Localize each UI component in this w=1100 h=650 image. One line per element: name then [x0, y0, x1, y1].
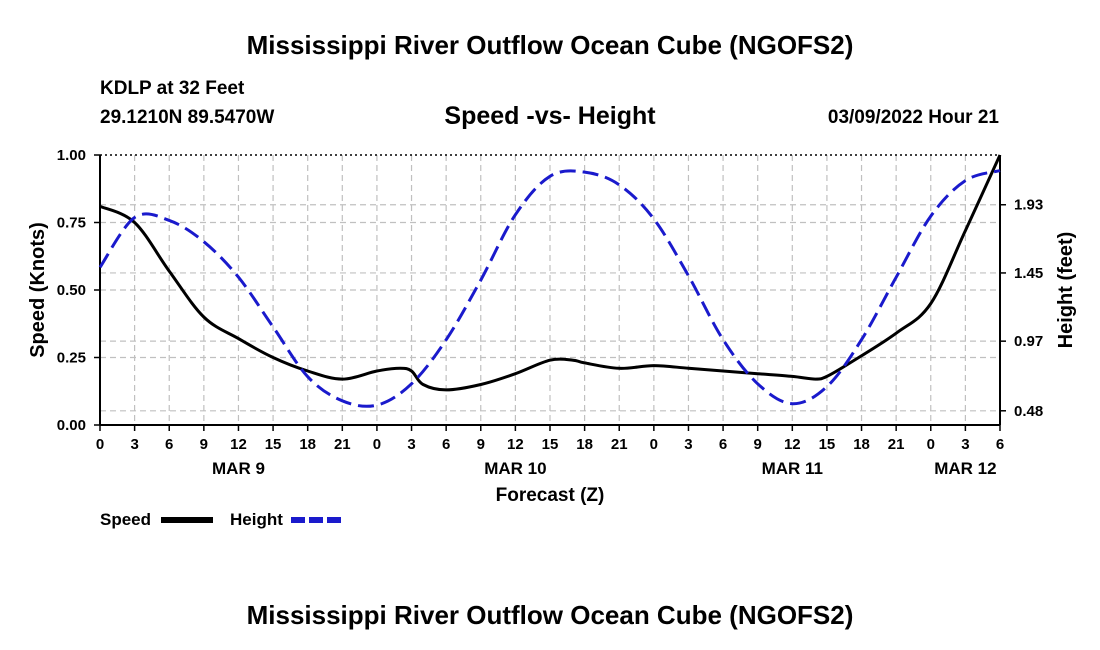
x-tick-label: 18 — [299, 436, 316, 453]
coordinates-label: 29.1210N 89.5470W — [100, 107, 275, 128]
x-tick-label: 6 — [165, 436, 173, 453]
height-series-line — [98, 169, 1001, 408]
x-tick-label: 0 — [373, 436, 381, 453]
y-axis-title: Speed (Knots) — [27, 222, 49, 358]
legend-height-label: Height — [230, 510, 283, 529]
y-tick-label: 0.50 — [57, 282, 86, 299]
x-tick-label: 0 — [96, 436, 104, 453]
y-tick-label: 0.75 — [57, 215, 86, 232]
chart-subtitle: Speed -vs- Height — [444, 102, 656, 130]
x-tick-label: 21 — [888, 436, 905, 453]
x-tick-label: 6 — [996, 436, 1004, 453]
x-tick-label: 21 — [611, 436, 628, 453]
x-tick-label: 3 — [130, 436, 138, 453]
x-tick-label: 9 — [200, 436, 208, 453]
x-tick-label: 6 — [719, 436, 727, 453]
x-tick-label: 9 — [477, 436, 485, 453]
x-tick-label: 3 — [407, 436, 415, 453]
x-tick-label: 0 — [927, 436, 935, 453]
forecast-datetime: 03/09/2022 Hour 21 — [827, 107, 999, 128]
date-label: MAR 12 — [934, 459, 996, 478]
page-title: Mississippi River Outflow Ocean Cube (NG… — [246, 30, 854, 60]
x-tick-label: 12 — [230, 436, 247, 453]
x-tick-label: 18 — [576, 436, 593, 453]
x-tick-label: 9 — [754, 436, 762, 453]
date-label: MAR 10 — [484, 459, 546, 478]
x-tick-label: 12 — [784, 436, 801, 453]
date-label: MAR 11 — [762, 459, 823, 478]
legend-speed-swatch — [161, 517, 213, 523]
x-tick-label: 21 — [334, 436, 351, 453]
y-tick-label: 0.00 — [57, 417, 86, 434]
x-tick-label: 3 — [961, 436, 969, 453]
x-tick-label: 18 — [853, 436, 870, 453]
date-label: MAR 9 — [212, 459, 265, 478]
y-right-tick-label: 0.97 — [1014, 333, 1043, 350]
legend-speed-label: Speed — [100, 510, 152, 529]
station-label: KDLP at 32 Feet — [100, 78, 245, 99]
x-tick-label: 12 — [507, 436, 524, 453]
legend-height-swatch — [291, 517, 343, 523]
x-tick-label: 3 — [684, 436, 692, 453]
footer-title: Mississippi River Outflow Ocean Cube (NG… — [246, 600, 854, 630]
x-tick-label: 15 — [542, 436, 559, 453]
y-tick-label: 1.00 — [57, 147, 86, 164]
speed-series-line — [99, 154, 1002, 392]
x-tick-label: 6 — [442, 436, 450, 453]
x-tick-label: 0 — [650, 436, 658, 453]
x-axis-title: Forecast (Z) — [496, 485, 605, 506]
y-right-tick-label: 1.45 — [1014, 265, 1043, 282]
y-right-tick-label: 0.48 — [1014, 403, 1043, 420]
x-tick-label: 15 — [819, 436, 836, 453]
x-tick-label: 15 — [265, 436, 282, 453]
y-tick-label: 0.25 — [57, 350, 86, 367]
y-right-tick-label: 1.93 — [1014, 197, 1043, 214]
y-right-axis-title: Height (feet) — [1055, 232, 1077, 349]
